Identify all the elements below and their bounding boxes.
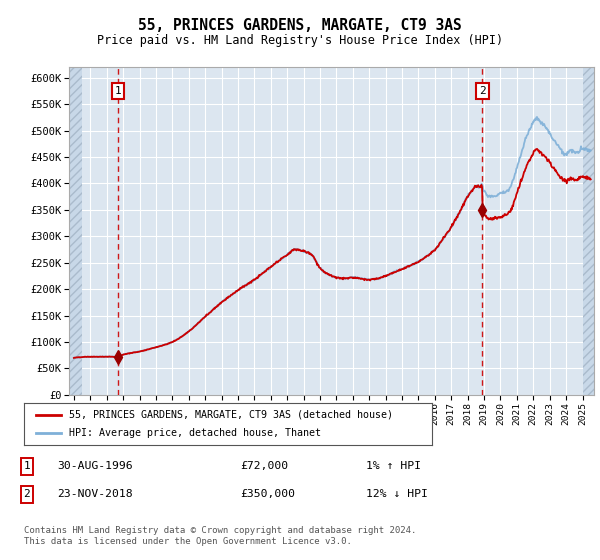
Text: Contains HM Land Registry data © Crown copyright and database right 2024.
This d: Contains HM Land Registry data © Crown c…	[24, 526, 416, 546]
Text: HPI: Average price, detached house, Thanet: HPI: Average price, detached house, Than…	[69, 428, 321, 438]
Bar	[583, 67, 594, 395]
Text: 30-AUG-1996: 30-AUG-1996	[57, 461, 133, 472]
Text: 23-NOV-2018: 23-NOV-2018	[57, 489, 133, 500]
Text: 2: 2	[479, 86, 486, 96]
Text: Price paid vs. HM Land Registry's House Price Index (HPI): Price paid vs. HM Land Registry's House …	[97, 34, 503, 47]
Text: 12% ↓ HPI: 12% ↓ HPI	[366, 489, 428, 500]
Text: £350,000: £350,000	[240, 489, 295, 500]
Text: 1: 1	[115, 86, 121, 96]
Text: 2: 2	[23, 489, 31, 500]
Text: 1% ↑ HPI: 1% ↑ HPI	[366, 461, 421, 472]
Text: 1: 1	[23, 461, 31, 472]
Bar	[69, 67, 82, 395]
Bar	[69, 67, 82, 395]
Text: £72,000: £72,000	[240, 461, 288, 472]
Text: 55, PRINCES GARDENS, MARGATE, CT9 3AS: 55, PRINCES GARDENS, MARGATE, CT9 3AS	[138, 18, 462, 32]
Text: 55, PRINCES GARDENS, MARGATE, CT9 3AS (detached house): 55, PRINCES GARDENS, MARGATE, CT9 3AS (d…	[69, 410, 393, 420]
Bar	[583, 67, 594, 395]
